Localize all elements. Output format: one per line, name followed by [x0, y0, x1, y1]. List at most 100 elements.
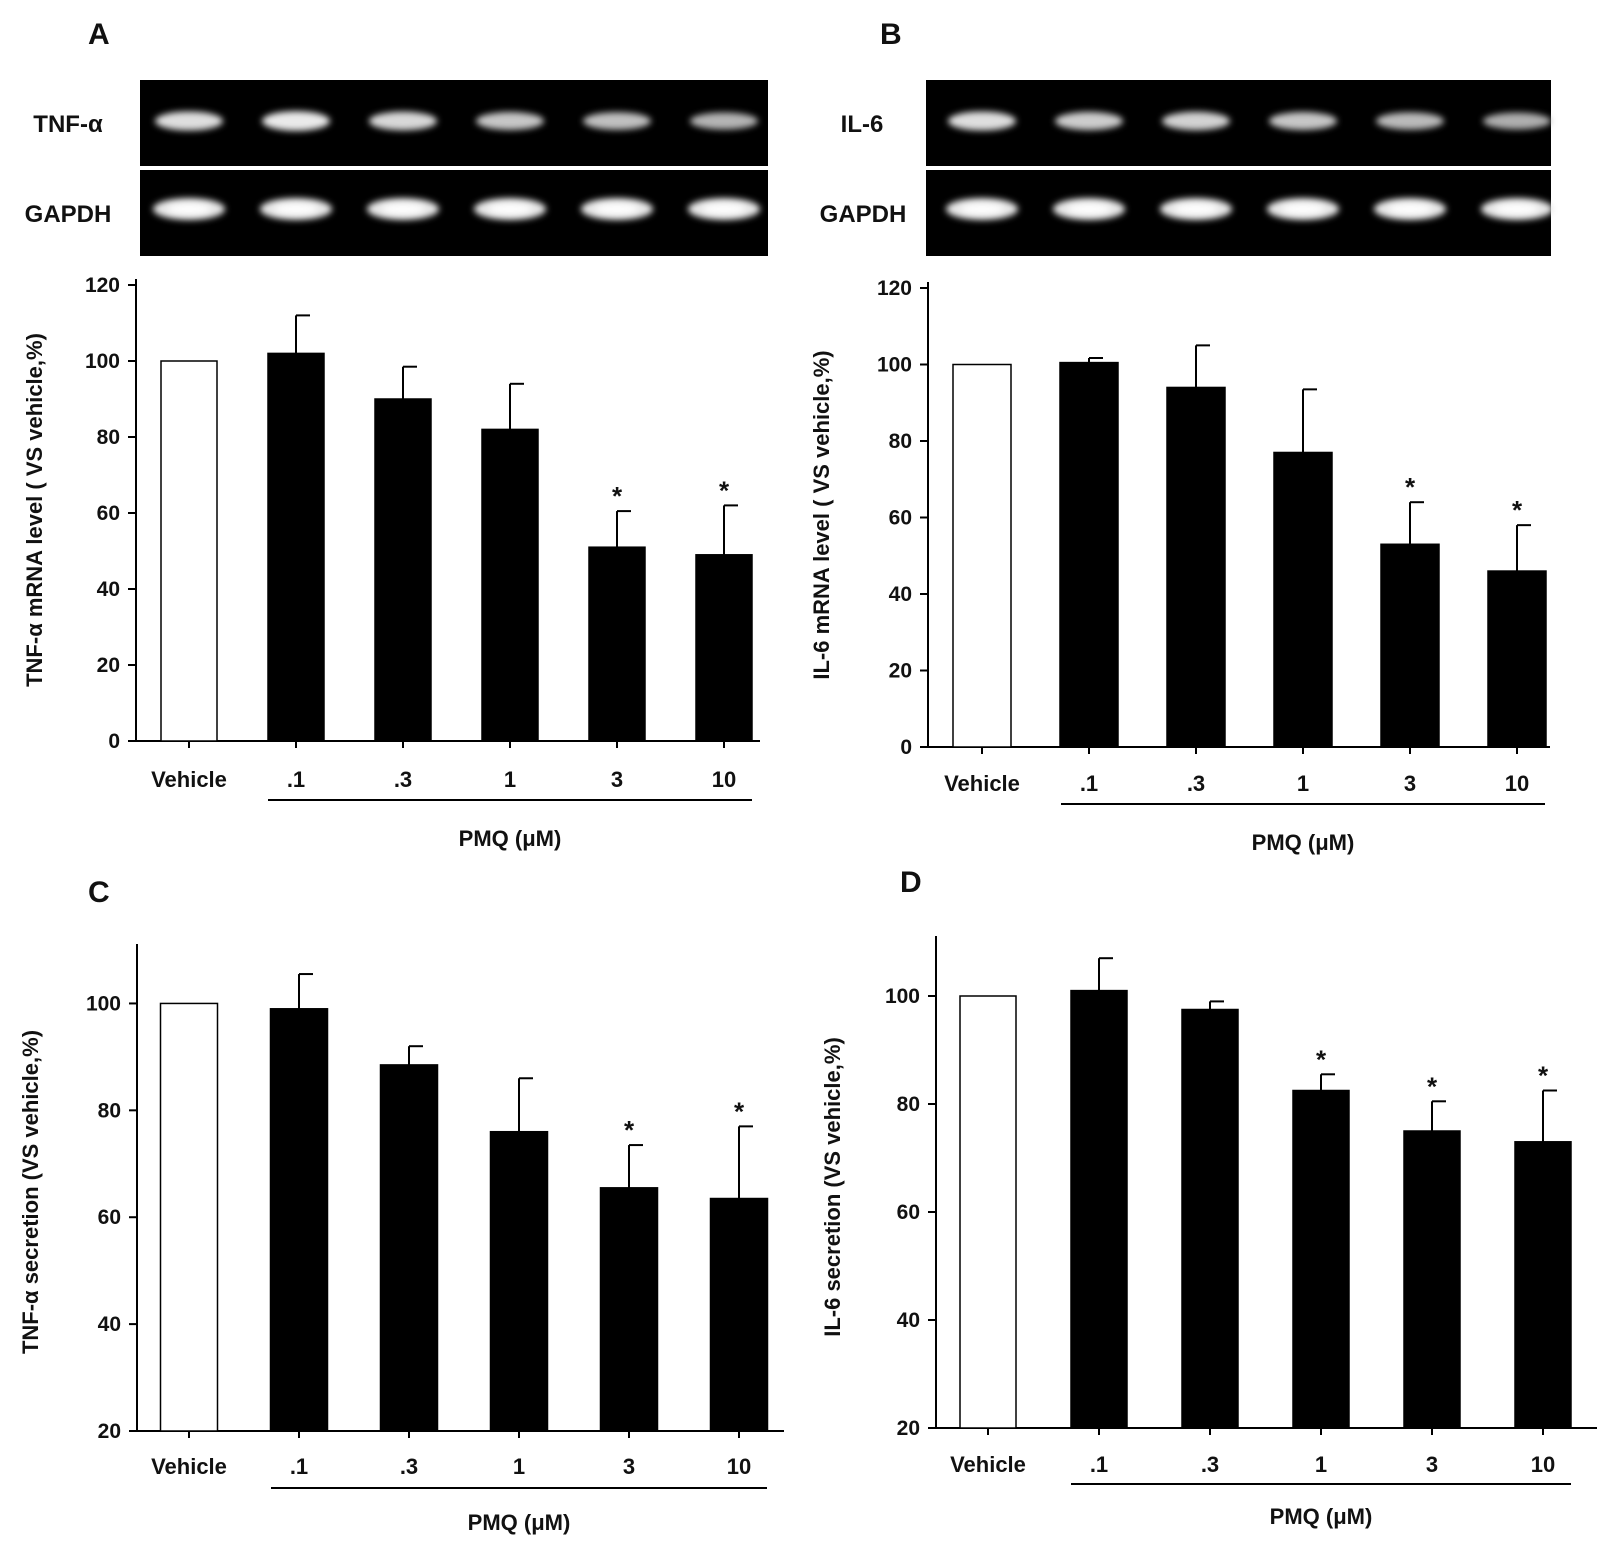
bar: [379, 1064, 439, 1432]
significance-marker: *: [719, 475, 730, 505]
category-label: Vehicle: [151, 767, 227, 792]
bar: [1070, 989, 1128, 1429]
y-tick-label: 100: [885, 985, 920, 1008]
y-axis-title: IL-6 secretion (VS vehicle,%): [820, 1037, 845, 1337]
bar-charts: 0 20 40 60 80 100 120 Vehicle .1 .3 1 * 3 * 10 PMQ (μM)…: [18, 274, 1597, 1535]
gel-band-control-core: [960, 204, 1004, 214]
panel-letter: B: [880, 18, 902, 51]
bar: [489, 1130, 549, 1432]
category-label: Vehicle: [151, 1454, 227, 1479]
category-label: 10: [727, 1454, 751, 1479]
x-axis-title: PMQ (μM): [1270, 1504, 1373, 1529]
bar: [709, 1197, 769, 1432]
gel-strip-target: [926, 80, 1551, 166]
bar: [599, 1187, 659, 1432]
category-label: 3: [623, 1454, 635, 1479]
gel-band-control-core: [1388, 204, 1432, 214]
gel-band-control-core: [167, 204, 211, 214]
bar: [1181, 1008, 1239, 1429]
gel-band-target: [1269, 112, 1337, 130]
y-tick-label: 20: [889, 660, 912, 683]
category-label: .3: [400, 1454, 418, 1479]
gel-band-target: [948, 111, 1016, 131]
gel-band-control-core: [1495, 204, 1539, 214]
y-tick-label: 120: [85, 274, 120, 297]
gel-band-target: [583, 112, 651, 130]
bar: [952, 363, 1012, 748]
category-label: 3: [611, 767, 623, 792]
gel-band-target: [1162, 111, 1230, 131]
bar-chart-D: 20 40 60 80 100 Vehicle .1 .3 * 1 * 3 * 10 PMQ (μM) IL-…: [820, 936, 1597, 1529]
y-tick-label: 100: [85, 350, 120, 373]
category-label: Vehicle: [944, 771, 1020, 796]
bar: [1059, 361, 1119, 748]
y-tick-label: 60: [97, 502, 120, 525]
category-label: .1: [1080, 771, 1098, 796]
bar: [160, 360, 218, 742]
category-label: .1: [290, 1454, 308, 1479]
gel-images: TNF-α GAPDH IL-6 GAPDH: [25, 80, 1553, 256]
bar: [267, 352, 325, 742]
bar: [1166, 386, 1226, 748]
bar: [1403, 1130, 1461, 1429]
y-tick-label: 80: [889, 430, 912, 453]
gel-band-target: [690, 112, 758, 130]
gel-control-label: GAPDH: [820, 201, 907, 228]
y-tick-label: 20: [97, 654, 120, 677]
y-tick-label: 0: [108, 730, 120, 753]
panel-letter: A: [88, 18, 110, 51]
gel-band-control-core: [702, 204, 746, 214]
gel-panel: TNF-α GAPDH: [25, 80, 768, 256]
gel-band-control-core: [1067, 204, 1111, 214]
x-axis-title: PMQ (μM): [468, 1510, 571, 1535]
gel-band-control-core: [488, 204, 532, 214]
bar-chart-C: 20 40 60 80 100 Vehicle .1 .3 1 * 3 * 10 PMQ (μM) TNF-…: [18, 944, 784, 1535]
bar: [1487, 570, 1547, 748]
x-axis-title: PMQ (μM): [459, 826, 562, 851]
y-tick-label: 60: [897, 1201, 920, 1224]
gel-strip-target: [140, 80, 768, 166]
y-tick-label: 100: [86, 992, 121, 1015]
y-tick-label: 20: [897, 1417, 920, 1440]
gel-band-target: [369, 111, 437, 131]
x-axis-title: PMQ (μM): [1252, 830, 1355, 855]
bar: [374, 398, 432, 742]
y-tick-label: 40: [897, 1309, 920, 1332]
gel-panel: IL-6 GAPDH: [820, 80, 1553, 256]
y-tick-label: 120: [877, 277, 912, 300]
bar: [1273, 451, 1333, 748]
gel-strip-control: [926, 170, 1551, 256]
significance-marker: *: [612, 481, 623, 511]
bar: [959, 995, 1017, 1429]
category-label: 10: [1531, 1452, 1555, 1477]
y-tick-label: 40: [889, 583, 912, 606]
gel-band-target: [155, 111, 223, 131]
significance-marker: *: [1538, 1061, 1549, 1091]
gel-band-control-core: [381, 204, 425, 214]
gel-band-control-core: [595, 204, 639, 214]
y-tick-label: 100: [877, 354, 912, 377]
y-tick-label: 80: [98, 1099, 121, 1122]
category-label: 10: [1505, 771, 1529, 796]
gel-target-label: IL-6: [841, 111, 884, 138]
y-axis-title: IL-6 mRNA level ( VS vehicle,%): [809, 350, 834, 679]
category-label: 1: [1315, 1452, 1327, 1477]
bar: [1292, 1089, 1350, 1429]
y-tick-label: 60: [98, 1206, 121, 1229]
category-label: .1: [287, 767, 305, 792]
bar: [481, 428, 539, 742]
gel-band-target: [1055, 111, 1123, 131]
significance-marker: *: [1316, 1044, 1327, 1074]
significance-marker: *: [624, 1115, 635, 1145]
significance-marker: *: [734, 1096, 745, 1126]
y-tick-label: 40: [97, 578, 120, 601]
category-label: 3: [1404, 771, 1416, 796]
bar-chart-B: 0 20 40 60 80 100 120 Vehicle .1 .3 1 * 3 * 10 PMQ (μM)…: [809, 277, 1550, 855]
y-tick-label: 60: [889, 507, 912, 530]
y-axis-title: TNF-α secretion (VS vehicle,%): [18, 1030, 43, 1354]
category-label: .3: [1201, 1452, 1219, 1477]
category-label: .3: [1187, 771, 1205, 796]
panel-letter: C: [88, 876, 110, 909]
significance-marker: *: [1512, 495, 1523, 525]
